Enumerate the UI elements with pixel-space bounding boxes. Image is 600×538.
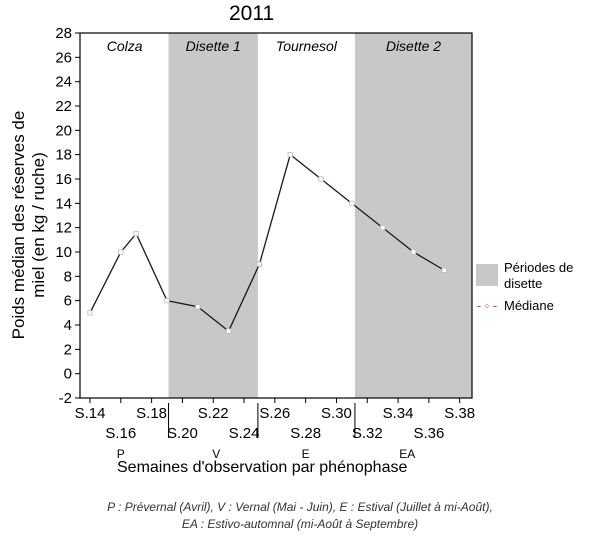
data-point <box>133 231 139 237</box>
period-label: Disette 2 <box>386 38 441 54</box>
chart-title: 2011 <box>229 2 275 25</box>
plot-frame <box>79 32 473 399</box>
x-tick-label: S.16 <box>105 425 136 442</box>
y-tick-label: 10 <box>55 244 72 261</box>
legend-entry-median: - ◦ - Médiane <box>476 298 596 314</box>
legend-entry-shaded: Périodes de disette <box>476 260 596 292</box>
y-tick-label: 6 <box>64 293 72 310</box>
y-tick-label: 28 <box>55 25 72 42</box>
data-point <box>410 249 417 255</box>
phenophase-label: V <box>212 447 220 461</box>
data-point <box>195 304 201 310</box>
x-tick-label: S.36 <box>413 425 444 442</box>
data-point <box>118 249 124 255</box>
data-point <box>287 152 293 158</box>
y-tick-label: 0 <box>64 366 72 383</box>
y-tick-label: 4 <box>64 317 72 334</box>
legend-label: Périodes de disette <box>504 260 574 291</box>
y-tick-label: -2 <box>59 390 72 407</box>
x-tick-label: S.38 <box>444 405 475 422</box>
y-tick-label: 12 <box>55 220 72 237</box>
data-point <box>256 261 263 267</box>
x-tick-label: S.28 <box>290 425 321 442</box>
y-tick-label: 20 <box>55 122 72 139</box>
phenophase-label: EA <box>399 447 415 461</box>
x-tick-label: S.24 <box>229 425 260 442</box>
x-tick-label: S.30 <box>321 405 352 422</box>
x-tick-label: S.20 <box>167 425 198 442</box>
x-axis-label: Semaines d'observation par phénophase <box>117 459 408 476</box>
period-label: Tournesol <box>276 38 338 54</box>
y-tick-label: 18 <box>55 147 72 164</box>
x-tick-label: S.18 <box>136 405 167 422</box>
shaded-period <box>354 33 472 398</box>
x-tick-label: S.34 <box>383 405 414 422</box>
data-point <box>226 328 232 334</box>
y-tick-label: 16 <box>55 171 72 188</box>
y-tick-label: 14 <box>55 195 72 212</box>
data-point <box>349 200 355 206</box>
y-tick-label: 2 <box>64 341 72 358</box>
phenophase-label: P <box>117 447 125 461</box>
x-tick-label: S.22 <box>198 405 229 422</box>
data-point <box>164 298 170 304</box>
x-tick-label: S.32 <box>352 425 383 442</box>
legend-marker: - ◦ - <box>476 298 498 313</box>
data-point <box>318 176 324 182</box>
period-label: Disette 1 <box>186 38 241 54</box>
x-tick-label: S.14 <box>75 405 106 422</box>
y-tick-label: 22 <box>55 98 72 115</box>
data-point <box>87 310 93 316</box>
y-tick-label: 24 <box>55 74 72 91</box>
phenophase-label: E <box>302 447 310 461</box>
footnote-line-1: P : Prévernal (Avril), V : Vernal (Mai -… <box>107 500 493 514</box>
shaded-period <box>168 33 258 398</box>
footnote-line-2: EA : Estivo-automnal (mi-Août à Septembr… <box>181 517 419 531</box>
y-tick-label: 8 <box>64 268 72 285</box>
data-point <box>380 225 386 231</box>
y-tick-label: 26 <box>55 49 72 66</box>
data-point <box>441 267 447 273</box>
legend-label: Médiane <box>504 298 554 313</box>
x-tick-label: S.26 <box>259 405 290 422</box>
period-label: Colza <box>107 38 143 54</box>
legend: Périodes de disette - ◦ - Médiane <box>476 260 596 314</box>
legend-swatch <box>476 264 498 286</box>
